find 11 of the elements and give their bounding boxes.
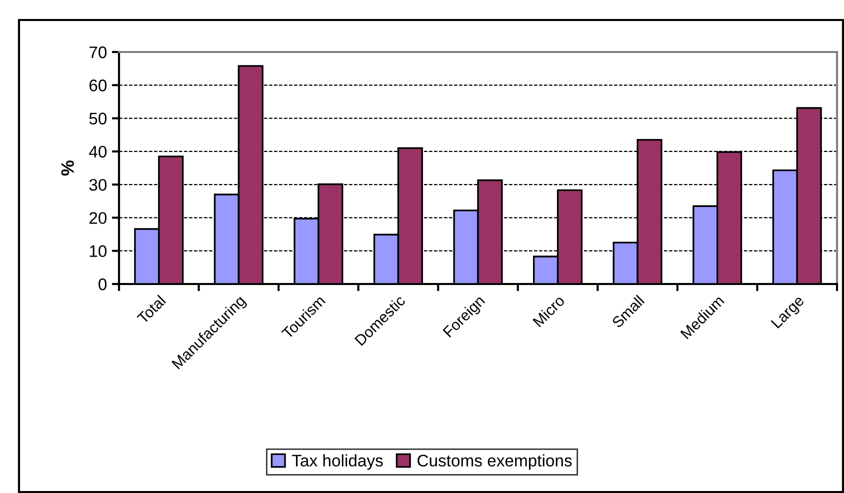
y-tick-label: 40: [89, 146, 107, 158]
legend-label: Tax holidays: [292, 454, 383, 470]
y-tick-label: 60: [90, 80, 107, 92]
y-tick-label: 20: [89, 212, 107, 224]
y-tick-label: 30: [89, 178, 107, 191]
y-tick-label: 50: [89, 112, 107, 124]
y-tick-label: 10: [90, 245, 107, 258]
legend-label: Customs exemptions: [418, 454, 572, 470]
y-tick-label: 0: [98, 278, 107, 290]
y-axis-title: %: [61, 160, 74, 176]
y-tick-label: 70: [90, 46, 107, 58]
